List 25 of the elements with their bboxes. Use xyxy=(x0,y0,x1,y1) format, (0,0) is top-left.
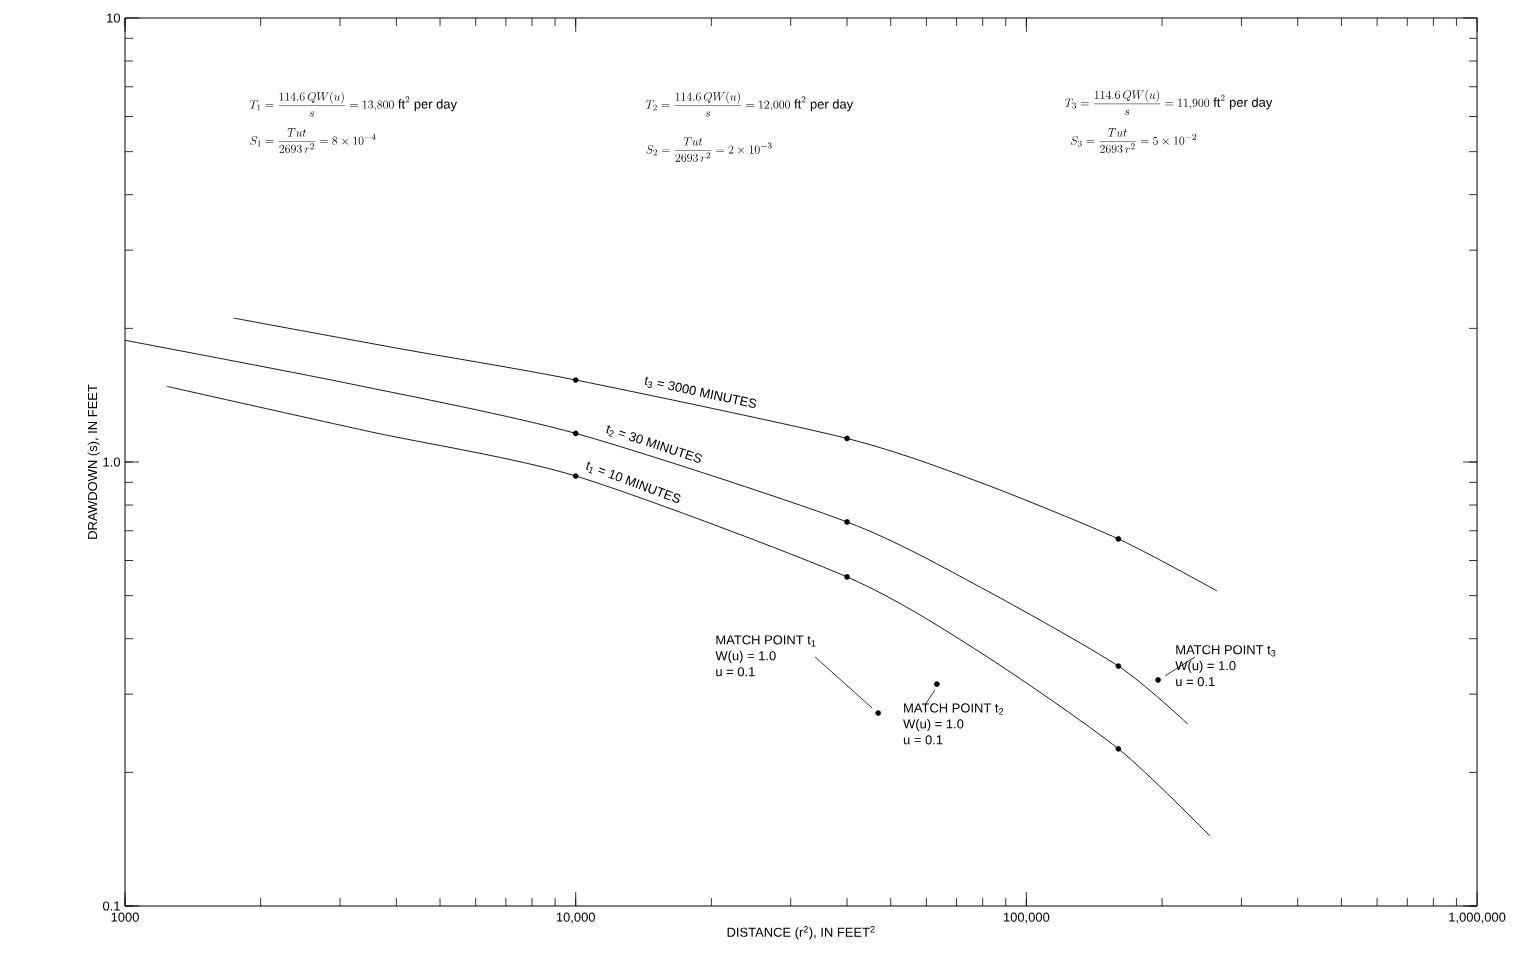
x-tick-label: 1,000,000 xyxy=(1449,912,1506,924)
annotation: MATCH POINT t$_{3}$ xyxy=(1176,645,1276,657)
annotation: $T_{2} = \frac{114.6\,QW(u)}{s} = 12{,}000\ \mathrm{ft}^{2}\ \mathrm{per\ day}$ xyxy=(646,91,854,117)
annotation: u = 0.1 xyxy=(903,735,943,745)
annotation: u = 0.1 xyxy=(716,667,755,677)
y-tick-label: 0.1 xyxy=(103,901,120,911)
annotation: $T_{3} = \frac{114.6\,QW(u)}{s} = 11{,}900\ \mathrm{ft}^{2}\ \mathrm{per\ day}$ xyxy=(1065,89,1273,116)
x-tick-label: 10,000 xyxy=(556,912,595,924)
annotation: $S_{3} = \frac{Tut}{2693\,r^{2}} = 5\times 10^{-2}$ xyxy=(1070,128,1197,154)
annotation: W(u) = 1.0 xyxy=(1175,660,1236,673)
x-tick-label: 1000 xyxy=(111,912,139,922)
annotation: W(u) = 1.0 xyxy=(903,718,964,732)
annotation: $S_{1} = \frac{Tut}{2693\,r^{2}} = 8\times 10^{-4}$ xyxy=(250,128,376,154)
y-tick-label: 1.0 xyxy=(103,457,120,467)
annotation: u = 0.1 xyxy=(1176,677,1215,687)
y-tick-label: 10 xyxy=(107,13,120,23)
annotation: $S_{2} = \frac{Tut}{2693\,r^{2}} = 2\times 10^{-3}$ xyxy=(646,137,772,162)
y-axis-title: DRAWDOWN (s), IN FEET xyxy=(87,384,100,539)
text: t$_{3}$ = 3000 MINUTES xyxy=(644,376,757,408)
annotation: W(u) = 1.0 xyxy=(715,650,776,663)
x-tick-label: 100,000 xyxy=(1003,912,1050,924)
annotation: MATCH POINT t$_{2}$ xyxy=(904,703,1004,715)
annotation: MATCH POINT t$_{1}$ xyxy=(716,635,816,647)
x-axis-title: DISTANCE (r$^{2}$), IN FEET$^{2}$ xyxy=(727,926,875,940)
annotation: $T_{1} = \frac{114.6\,QW(u)}{s} = 13{,}800\ \mathrm{ft}^{2}\ \mathrm{per\ day}$ xyxy=(249,91,457,117)
